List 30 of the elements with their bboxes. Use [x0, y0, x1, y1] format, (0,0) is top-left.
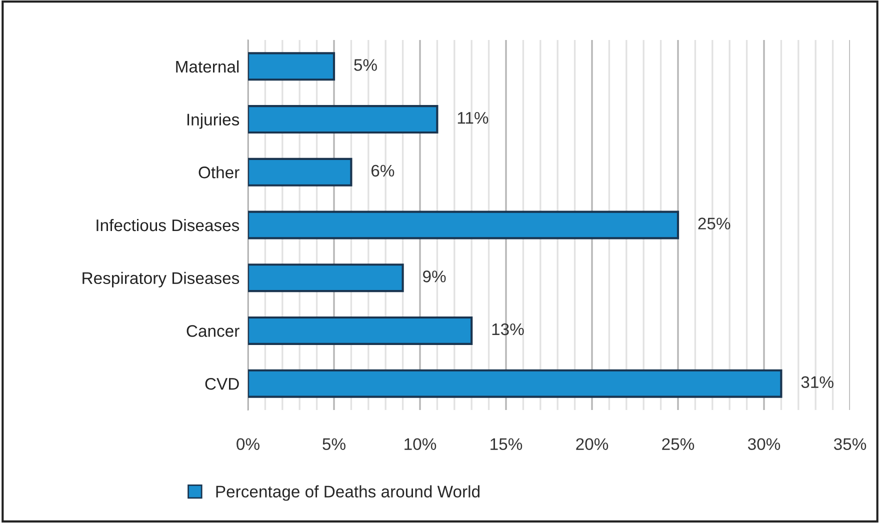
- data-label: 31%: [801, 376, 834, 388]
- y-tick-label: Cancer: [186, 325, 240, 337]
- bar: [248, 369, 782, 398]
- bar: [248, 158, 352, 186]
- y-tick-label: Maternal: [176, 60, 239, 73]
- y-tick-label: Respiratory Diseases: [82, 272, 240, 288]
- bar: [248, 105, 438, 134]
- data-label: 11%: [458, 112, 488, 124]
- x-tick-label: 20%: [576, 438, 608, 450]
- bar: [248, 264, 404, 292]
- y-tick-label: Infectious Diseases: [96, 218, 240, 232]
- y-tick-label: Other: [198, 166, 240, 178]
- y-tick-label: Injuries: [187, 113, 240, 129]
- bar: [248, 210, 680, 240]
- y-tick-label: CVD: [205, 378, 239, 390]
- data-label: 25%: [698, 218, 730, 230]
- x-tick-label: 35%: [834, 438, 866, 450]
- x-tick-label: 0%: [236, 438, 260, 450]
- data-label: 5%: [354, 59, 377, 71]
- legend-label: Percentage of Deaths around World: [216, 485, 480, 501]
- x-tick-label: 30%: [748, 438, 780, 450]
- bar: [248, 52, 336, 81]
- x-tick-label: 10%: [404, 438, 436, 450]
- data-label: 13%: [492, 323, 524, 336]
- data-label: 9%: [423, 270, 446, 282]
- x-tick-label: 15%: [490, 438, 522, 450]
- bar: [248, 316, 473, 345]
- x-tick-label: 5%: [322, 438, 346, 450]
- data-label: 6%: [371, 164, 394, 177]
- x-tick-label: 25%: [662, 438, 694, 450]
